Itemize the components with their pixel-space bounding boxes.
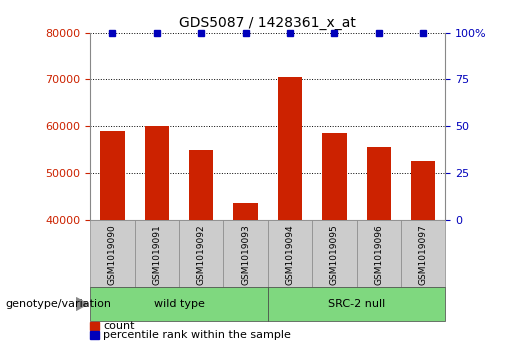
Text: GSM1019097: GSM1019097 bbox=[419, 224, 428, 285]
Text: wild type: wild type bbox=[153, 299, 204, 309]
Bar bbox=[322, 133, 347, 220]
Bar bbox=[100, 131, 125, 220]
Bar bbox=[367, 147, 391, 220]
Text: percentile rank within the sample: percentile rank within the sample bbox=[103, 330, 291, 340]
Bar bbox=[189, 150, 213, 220]
Text: GSM1019096: GSM1019096 bbox=[374, 224, 383, 285]
Text: GSM1019091: GSM1019091 bbox=[152, 224, 161, 285]
Bar bbox=[233, 203, 258, 220]
Title: GDS5087 / 1428361_x_at: GDS5087 / 1428361_x_at bbox=[179, 16, 356, 30]
Text: GSM1019094: GSM1019094 bbox=[285, 224, 295, 285]
Text: SRC-2 null: SRC-2 null bbox=[328, 299, 385, 309]
Text: GSM1019092: GSM1019092 bbox=[197, 224, 205, 285]
Text: GSM1019093: GSM1019093 bbox=[241, 224, 250, 285]
Text: GSM1019090: GSM1019090 bbox=[108, 224, 117, 285]
Text: count: count bbox=[103, 321, 134, 331]
Bar bbox=[278, 77, 302, 220]
Bar bbox=[411, 161, 436, 220]
Polygon shape bbox=[76, 298, 88, 310]
Text: genotype/variation: genotype/variation bbox=[5, 299, 111, 309]
Bar bbox=[145, 126, 169, 220]
Text: GSM1019095: GSM1019095 bbox=[330, 224, 339, 285]
